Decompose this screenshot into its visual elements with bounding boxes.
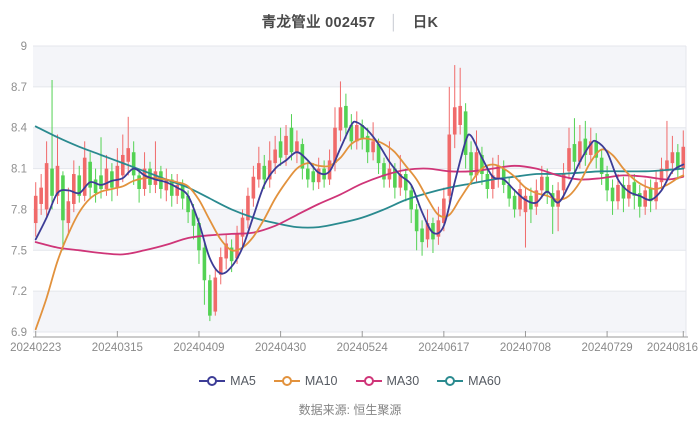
ma30-line-marker-icon xyxy=(355,376,382,386)
stock-name-code: 青龙管业 002457 xyxy=(261,15,376,31)
title-separator: │ xyxy=(389,15,399,31)
ma5-line-marker-icon xyxy=(199,376,226,386)
ma-line-ma5 xyxy=(34,120,685,275)
ma-legend: MA5 MA10 MA30 MA60 xyxy=(0,374,700,388)
candles xyxy=(33,65,686,322)
gridlines xyxy=(33,45,687,337)
ma-line-ma60 xyxy=(34,125,685,229)
svg-text:7.2: 7.2 xyxy=(11,286,27,298)
legend-item-ma5[interactable]: MA5 xyxy=(199,374,256,388)
legend-item-ma10[interactable]: MA10 xyxy=(273,374,338,388)
svg-text:20240816: 20240816 xyxy=(647,342,698,354)
plot-bands xyxy=(33,46,686,332)
ma-lines xyxy=(34,120,685,331)
svg-text:20240617: 20240617 xyxy=(418,342,469,354)
legend-label-ma60: MA60 xyxy=(468,374,501,388)
legend-label-ma5: MA5 xyxy=(230,374,256,388)
legend-item-ma30[interactable]: MA30 xyxy=(355,374,420,388)
svg-text:20240524: 20240524 xyxy=(337,342,389,354)
svg-text:20240430: 20240430 xyxy=(255,342,306,354)
legend-item-ma60[interactable]: MA60 xyxy=(437,374,501,388)
svg-text:20240223: 20240223 xyxy=(10,342,61,354)
y-axis-labels: 9 8.7 8.4 8.1 7.8 7.5 7.2 6.9 xyxy=(11,41,28,339)
ma-line-ma10 xyxy=(34,137,685,331)
ma10-line-marker-icon xyxy=(273,376,300,386)
svg-text:7.8: 7.8 xyxy=(11,204,27,216)
svg-text:20240315: 20240315 xyxy=(92,342,143,354)
svg-text:8.4: 8.4 xyxy=(11,123,28,135)
svg-text:20240729: 20240729 xyxy=(582,342,633,354)
ma60-line-marker-icon xyxy=(437,376,464,386)
svg-text:8.7: 8.7 xyxy=(11,82,27,94)
period-label: 日K xyxy=(412,15,439,31)
x-axis: 20240223 20240315 20240409 20240430 20240524… xyxy=(10,331,698,354)
svg-text:7.5: 7.5 xyxy=(11,245,27,257)
legend-label-ma10: MA10 xyxy=(304,374,338,388)
svg-text:8.1: 8.1 xyxy=(11,164,27,176)
svg-text:20240708: 20240708 xyxy=(500,342,551,354)
svg-text:6.9: 6.9 xyxy=(11,327,27,339)
chart-title: 青龙管业 002457 │ 日K xyxy=(0,11,700,32)
svg-text:20240409: 20240409 xyxy=(173,342,224,354)
svg-text:9: 9 xyxy=(21,41,27,53)
legend-label-ma30: MA30 xyxy=(386,374,420,388)
ma-line-ma30 xyxy=(34,164,685,256)
data-source-text: 数据来源: 恒生聚源 xyxy=(298,403,402,417)
